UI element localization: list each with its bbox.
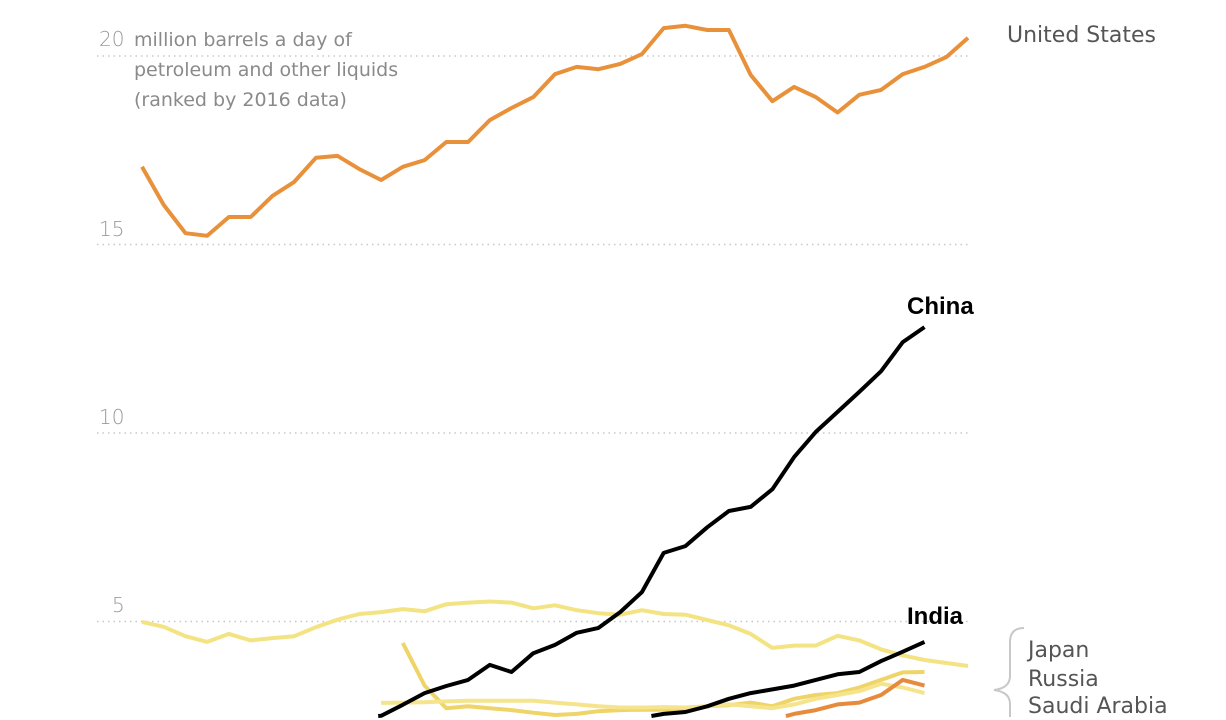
- label-india: India: [907, 603, 964, 630]
- label-china: China: [907, 293, 974, 320]
- y-tick-label: 5: [112, 593, 125, 617]
- series-line-china: [378, 325, 926, 718]
- label-saudi-arabia: Saudi Arabia: [1028, 694, 1168, 719]
- y-tick-label: 15: [99, 217, 124, 241]
- y-axis-unit-line-1: million barrels a day of: [134, 29, 353, 51]
- y-axis-unit-line-3: (ranked by 2016 data): [134, 89, 347, 111]
- label-japan: Japan: [1026, 638, 1089, 663]
- label-russia: Russia: [1028, 667, 1099, 692]
- group-brace: [993, 627, 1025, 717]
- series-line-unlabeled-5: [381, 681, 925, 711]
- series-line-unlabeled-6: [785, 677, 926, 718]
- y-tick-label: 10: [99, 405, 124, 429]
- series-line-india: [651, 640, 926, 718]
- y-axis-unit-line-2: petroleum and other liquids: [134, 59, 398, 81]
- series-lines: [140, 23, 970, 718]
- y-tick-label: 20: [99, 27, 124, 51]
- gridlines: [97, 55, 968, 623]
- series-line-unlabeled-3: [141, 599, 969, 668]
- label-united-states: United States: [1007, 23, 1156, 48]
- series-line-united-states: [140, 23, 970, 238]
